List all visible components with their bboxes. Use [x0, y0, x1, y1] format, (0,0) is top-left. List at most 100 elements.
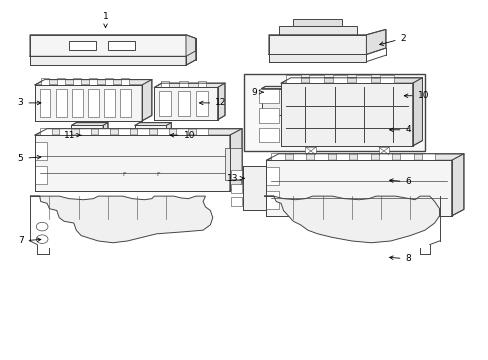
Bar [105, 78, 113, 85]
Bar [379, 87, 386, 104]
Bar [292, 153, 306, 160]
Polygon shape [217, 83, 224, 120]
Polygon shape [268, 35, 366, 54]
Bar [136, 128, 143, 145]
Text: F: F [122, 172, 126, 177]
Bar [121, 78, 129, 85]
Polygon shape [154, 83, 224, 87]
Polygon shape [103, 123, 108, 148]
Bar [399, 87, 406, 104]
Bar [195, 128, 207, 135]
Polygon shape [378, 81, 414, 84]
Polygon shape [261, 86, 287, 89]
Bar [281, 83, 412, 146]
Bar [74, 128, 83, 145]
Bar [305, 147, 316, 155]
Text: 9: 9 [251, 87, 263, 96]
Polygon shape [30, 56, 185, 65]
Text: 4: 4 [389, 125, 410, 134]
Polygon shape [229, 129, 242, 191]
Text: 8: 8 [389, 255, 410, 264]
Bar [293, 19, 341, 26]
Bar [87, 128, 97, 145]
Text: 12: 12 [199, 98, 226, 107]
Text: 13: 13 [227, 174, 244, 183]
Bar [230, 197, 241, 206]
Bar [378, 153, 391, 160]
Bar [35, 85, 142, 121]
Bar [118, 128, 130, 135]
Bar [69, 41, 96, 50]
Circle shape [36, 235, 48, 243]
Polygon shape [409, 81, 414, 107]
Bar [244, 74, 424, 151]
Polygon shape [268, 54, 366, 62]
Bar [35, 142, 47, 160]
Bar [40, 128, 52, 135]
Text: 10: 10 [170, 131, 195, 140]
Bar [259, 108, 278, 123]
Polygon shape [35, 129, 242, 135]
Polygon shape [35, 80, 152, 85]
Text: 1: 1 [102, 12, 108, 27]
Bar [309, 75, 324, 83]
Text: 2: 2 [379, 34, 406, 45]
Bar [196, 91, 208, 116]
Text: 7: 7 [18, 237, 41, 246]
Bar [224, 148, 242, 180]
Bar [177, 91, 189, 116]
Bar [378, 147, 388, 155]
Bar [88, 89, 99, 117]
Bar [35, 166, 47, 184]
Bar [137, 128, 149, 135]
Bar [120, 89, 131, 117]
Polygon shape [451, 154, 463, 216]
Bar [73, 78, 81, 85]
Bar [71, 126, 103, 148]
Polygon shape [281, 78, 422, 83]
Polygon shape [135, 123, 171, 126]
Bar [259, 89, 278, 103]
Bar [261, 89, 283, 116]
Bar [157, 128, 168, 135]
Bar [159, 91, 171, 116]
Text: 6: 6 [389, 177, 410, 186]
Bar [179, 81, 187, 87]
Bar [285, 75, 300, 83]
Text: 3: 3 [18, 98, 41, 107]
Polygon shape [30, 196, 212, 243]
Bar [108, 41, 135, 50]
Bar [59, 128, 71, 135]
Text: 10: 10 [404, 91, 428, 100]
Bar [56, 89, 66, 117]
Polygon shape [142, 80, 152, 121]
Bar [332, 75, 346, 83]
Bar [79, 128, 91, 135]
Polygon shape [166, 123, 171, 148]
Bar [266, 167, 278, 185]
Bar [271, 153, 285, 160]
Bar [197, 81, 206, 87]
Bar [278, 26, 356, 35]
Polygon shape [366, 30, 385, 54]
Polygon shape [30, 35, 185, 56]
Bar [243, 166, 266, 211]
Polygon shape [71, 123, 108, 126]
Polygon shape [283, 86, 287, 116]
Circle shape [36, 222, 48, 231]
Bar [230, 184, 241, 193]
Bar [259, 128, 278, 142]
Bar [378, 84, 409, 107]
Bar [314, 153, 327, 160]
Bar [389, 87, 396, 104]
Text: 11: 11 [64, 131, 81, 140]
Bar [399, 153, 413, 160]
Bar [230, 170, 241, 179]
Text: 5: 5 [18, 154, 41, 163]
Bar [160, 81, 169, 87]
Bar [72, 89, 82, 117]
Bar [154, 87, 217, 120]
Bar [146, 128, 153, 145]
Bar [356, 153, 370, 160]
Text: F: F [157, 172, 160, 177]
